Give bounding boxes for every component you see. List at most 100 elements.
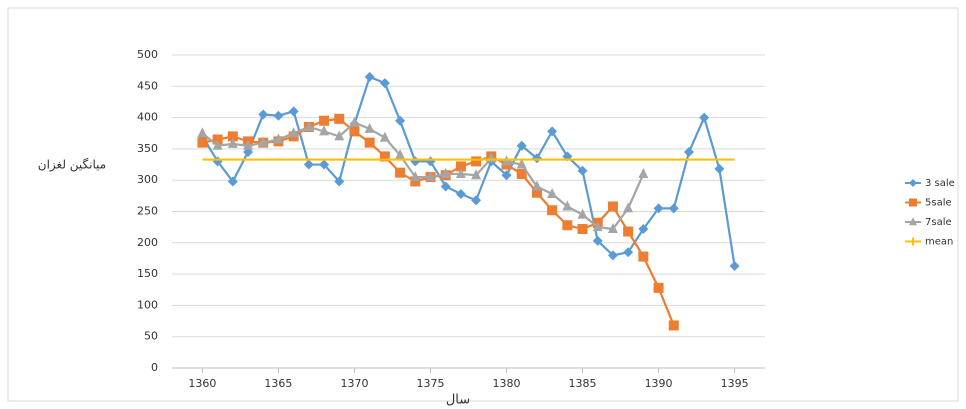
data-point bbox=[607, 201, 618, 212]
data-point bbox=[607, 223, 618, 234]
data-point bbox=[531, 187, 542, 198]
data-point bbox=[395, 149, 406, 160]
data-point bbox=[577, 224, 588, 235]
data-point bbox=[212, 134, 223, 145]
data-point bbox=[501, 170, 512, 181]
data-point bbox=[319, 125, 330, 136]
data-point bbox=[258, 136, 269, 147]
data-point bbox=[455, 188, 466, 199]
data-point bbox=[364, 122, 375, 133]
data-point bbox=[197, 127, 208, 138]
y-tick-label: 50 bbox=[144, 330, 158, 343]
data-point bbox=[516, 158, 527, 169]
data-point bbox=[607, 250, 618, 261]
x-tick-label: 1365 bbox=[264, 377, 292, 390]
x-tick-label: 1370 bbox=[340, 377, 368, 390]
data-point bbox=[212, 139, 223, 150]
data-point bbox=[197, 137, 208, 148]
x-tick-label: 1375 bbox=[416, 377, 444, 390]
data-point bbox=[364, 71, 375, 82]
data-point bbox=[258, 109, 269, 120]
data-point bbox=[653, 282, 664, 293]
data-point bbox=[334, 113, 345, 124]
data-point bbox=[592, 235, 603, 246]
data-point bbox=[288, 127, 299, 138]
x-tick-label: 1380 bbox=[493, 377, 521, 390]
data-point bbox=[471, 169, 482, 180]
data-point bbox=[410, 176, 421, 187]
y-axis-label: میانگین لغزان bbox=[38, 158, 106, 173]
y-tick-label: 100 bbox=[137, 298, 158, 311]
y-tick-label: 500 bbox=[137, 48, 158, 61]
x-tick-label: 1360 bbox=[188, 377, 216, 390]
data-point bbox=[623, 202, 634, 213]
y-tick-label: 450 bbox=[137, 79, 158, 92]
chart-frame bbox=[7, 7, 959, 402]
data-point bbox=[547, 126, 558, 137]
x-tick-label: 1390 bbox=[645, 377, 673, 390]
y-tick-label: 200 bbox=[137, 236, 158, 249]
data-point bbox=[455, 167, 466, 178]
data-point bbox=[623, 226, 634, 237]
data-point bbox=[227, 131, 238, 142]
data-point bbox=[547, 187, 558, 198]
y-tick-label: 0 bbox=[151, 361, 158, 374]
data-point bbox=[668, 203, 679, 214]
data-point bbox=[395, 167, 406, 178]
data-point bbox=[319, 159, 330, 170]
legend-marker bbox=[909, 217, 917, 226]
data-point bbox=[303, 120, 314, 131]
data-point bbox=[243, 139, 254, 150]
y-tick-label: 350 bbox=[137, 142, 158, 155]
data-point bbox=[577, 208, 588, 219]
data-point bbox=[349, 126, 360, 137]
data-point bbox=[273, 110, 284, 121]
data-point bbox=[592, 221, 603, 232]
x-tick-label: 1395 bbox=[721, 377, 749, 390]
data-point bbox=[668, 320, 679, 331]
data-point bbox=[653, 203, 664, 214]
data-point bbox=[471, 156, 482, 167]
data-point bbox=[729, 260, 740, 271]
data-point bbox=[699, 112, 710, 123]
data-point bbox=[440, 181, 451, 192]
data-point bbox=[364, 137, 375, 148]
data-point bbox=[425, 171, 436, 182]
data-point bbox=[638, 251, 649, 262]
legend-marker bbox=[909, 179, 917, 187]
data-point bbox=[562, 220, 573, 231]
data-point bbox=[714, 163, 725, 174]
legend-label: 3 sale bbox=[925, 178, 955, 189]
data-point bbox=[638, 224, 649, 235]
data-point bbox=[455, 161, 466, 172]
data-point bbox=[683, 147, 694, 158]
x-axis-label: سال bbox=[446, 393, 470, 408]
data-point bbox=[349, 116, 360, 127]
data-point bbox=[531, 153, 542, 164]
data-point bbox=[547, 205, 558, 216]
data-point bbox=[303, 159, 314, 170]
data-point bbox=[288, 106, 299, 117]
data-point bbox=[379, 131, 390, 142]
data-point bbox=[379, 78, 390, 89]
data-point bbox=[562, 200, 573, 211]
legend-label: 7sale bbox=[925, 217, 952, 228]
y-tick-label: 150 bbox=[137, 267, 158, 280]
legend-label: mean bbox=[925, 237, 953, 248]
data-point bbox=[638, 167, 649, 178]
y-tick-label: 400 bbox=[137, 111, 158, 124]
x-tick-label: 1385 bbox=[569, 377, 597, 390]
legend-marker bbox=[909, 198, 917, 207]
data-point bbox=[273, 133, 284, 144]
data-point bbox=[577, 165, 588, 176]
data-point bbox=[395, 115, 406, 126]
data-point bbox=[334, 176, 345, 187]
data-point bbox=[227, 137, 238, 148]
data-point bbox=[440, 167, 451, 178]
data-point bbox=[410, 171, 421, 182]
data-point bbox=[334, 130, 345, 141]
data-point bbox=[227, 176, 238, 187]
data-point bbox=[531, 180, 542, 191]
legend-label: 5sale bbox=[925, 198, 952, 209]
